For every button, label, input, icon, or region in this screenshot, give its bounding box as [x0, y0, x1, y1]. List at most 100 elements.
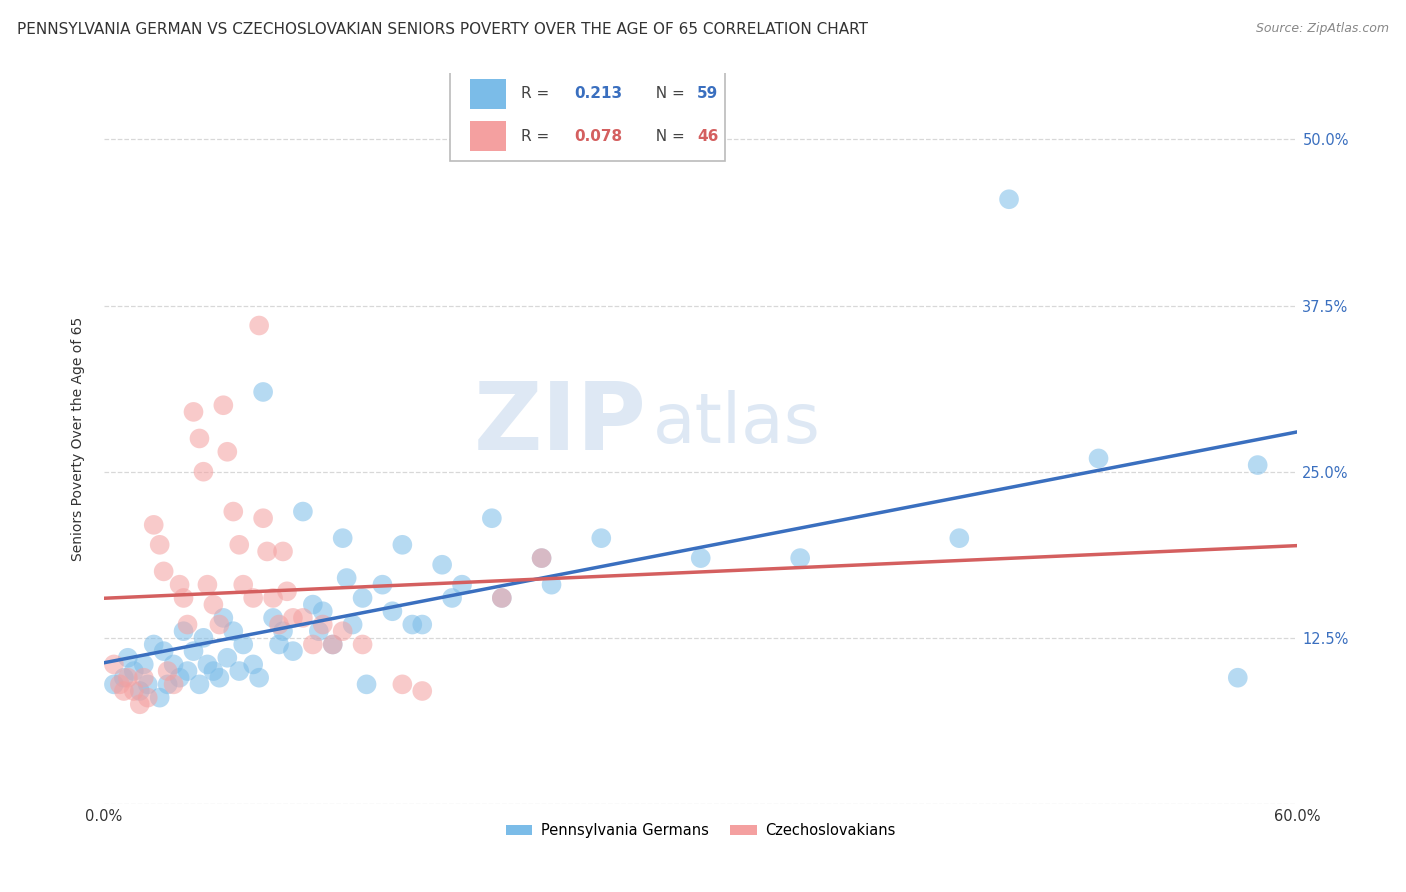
Point: [103, 677, 125, 691]
Point: [122, 664, 145, 678]
Point: [540, 577, 562, 591]
Text: 46: 46: [697, 128, 718, 144]
Point: [441, 591, 464, 605]
Point: [689, 551, 711, 566]
Point: [276, 584, 298, 599]
Point: [217, 650, 239, 665]
Point: [267, 617, 290, 632]
Point: [212, 398, 235, 412]
Point: [530, 551, 553, 566]
Point: [188, 432, 211, 446]
Point: [242, 591, 264, 605]
Point: [312, 617, 335, 632]
Point: [132, 657, 155, 672]
Bar: [471, 78, 506, 110]
Point: [156, 664, 179, 678]
Point: [142, 638, 165, 652]
Point: [228, 538, 250, 552]
Point: [162, 677, 184, 691]
Point: [948, 531, 970, 545]
Point: [222, 505, 245, 519]
Point: [491, 591, 513, 605]
Point: [222, 624, 245, 639]
Point: [1087, 451, 1109, 466]
Point: [401, 617, 423, 632]
Text: R =: R =: [520, 87, 554, 102]
Point: [530, 551, 553, 566]
Point: [128, 684, 150, 698]
Point: [281, 644, 304, 658]
Point: [176, 664, 198, 678]
Point: [232, 638, 254, 652]
Point: [122, 684, 145, 698]
Point: [332, 531, 354, 545]
Point: [197, 657, 219, 672]
Point: [789, 551, 811, 566]
Point: [183, 644, 205, 658]
Y-axis label: Seniors Poverty Over the Age of 65: Seniors Poverty Over the Age of 65: [72, 317, 86, 560]
FancyBboxPatch shape: [450, 70, 724, 161]
Point: [342, 617, 364, 632]
Point: [117, 650, 139, 665]
Text: atlas: atlas: [652, 391, 821, 458]
Point: [162, 657, 184, 672]
Point: [169, 671, 191, 685]
Point: [156, 677, 179, 691]
Point: [188, 677, 211, 691]
Point: [481, 511, 503, 525]
Point: [491, 591, 513, 605]
Point: [591, 531, 613, 545]
Point: [998, 192, 1021, 206]
Point: [271, 624, 294, 639]
Point: [262, 591, 284, 605]
Point: [183, 405, 205, 419]
Point: [103, 657, 125, 672]
Point: [142, 517, 165, 532]
Text: ZIP: ZIP: [474, 378, 647, 470]
Point: [136, 677, 159, 691]
Point: [128, 698, 150, 712]
Point: [1247, 458, 1270, 472]
Legend: Pennsylvania Germans, Czechoslovakians: Pennsylvania Germans, Czechoslovakians: [499, 818, 901, 844]
Point: [202, 598, 225, 612]
Point: [281, 611, 304, 625]
Text: PENNSYLVANIA GERMAN VS CZECHOSLOVAKIAN SENIORS POVERTY OVER THE AGE OF 65 CORREL: PENNSYLVANIA GERMAN VS CZECHOSLOVAKIAN S…: [17, 22, 868, 37]
Point: [247, 318, 270, 333]
Point: [173, 591, 195, 605]
Point: [228, 664, 250, 678]
Point: [308, 624, 330, 639]
Point: [391, 677, 413, 691]
Point: [256, 544, 278, 558]
Point: [322, 638, 344, 652]
Point: [356, 677, 378, 691]
Point: [132, 671, 155, 685]
Point: [152, 565, 174, 579]
Point: [302, 638, 325, 652]
Point: [371, 577, 394, 591]
Text: N =: N =: [645, 87, 689, 102]
Point: [242, 657, 264, 672]
Point: [173, 624, 195, 639]
Text: 59: 59: [697, 87, 718, 102]
Point: [262, 611, 284, 625]
Point: [152, 644, 174, 658]
Bar: [471, 120, 506, 152]
Point: [247, 671, 270, 685]
Point: [332, 624, 354, 639]
Text: R =: R =: [520, 128, 554, 144]
Point: [252, 384, 274, 399]
Point: [208, 617, 231, 632]
Point: [208, 671, 231, 685]
Point: [302, 598, 325, 612]
Point: [112, 684, 135, 698]
Text: Source: ZipAtlas.com: Source: ZipAtlas.com: [1256, 22, 1389, 36]
Point: [197, 577, 219, 591]
Point: [193, 631, 215, 645]
Point: [411, 684, 433, 698]
Point: [112, 671, 135, 685]
Text: 0.078: 0.078: [574, 128, 623, 144]
Point: [108, 677, 131, 691]
Point: [312, 604, 335, 618]
Point: [267, 638, 290, 652]
Point: [322, 638, 344, 652]
